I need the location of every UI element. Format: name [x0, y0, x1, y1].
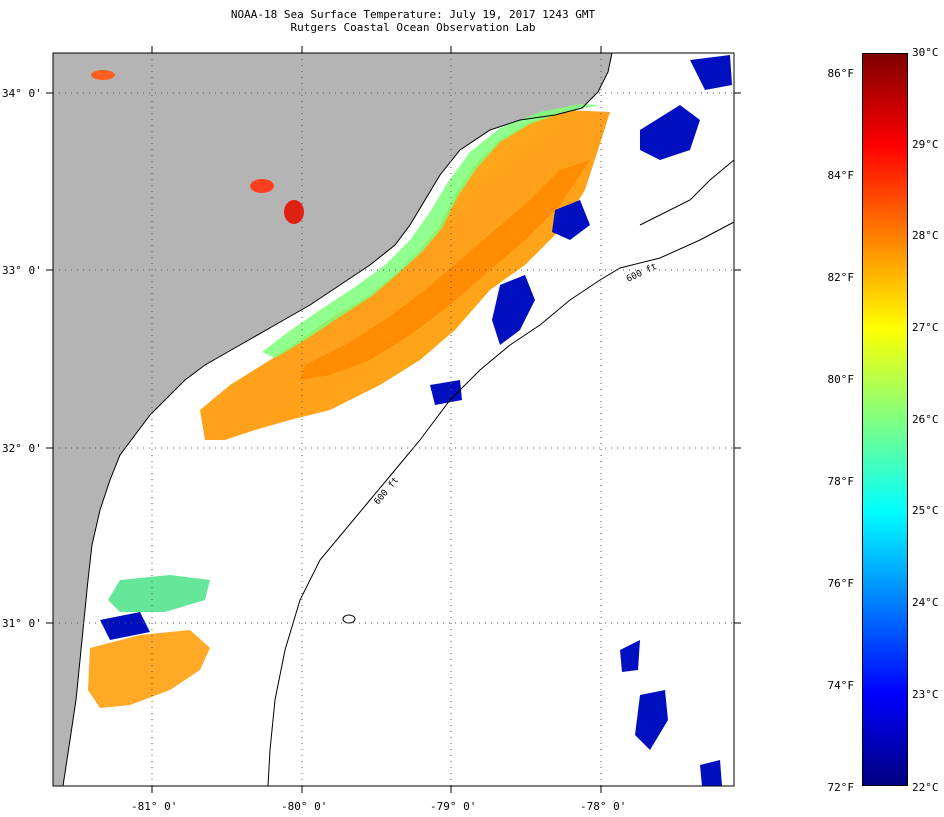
sst-orange-core [300, 160, 590, 380]
lat-label: 33° 0' [2, 264, 42, 277]
inland-hot-spot [91, 70, 115, 80]
colorbar-f-label: 80°F [827, 373, 855, 386]
inland-hot-spot [250, 179, 274, 193]
colorbar-c-label: 25°C [912, 504, 939, 517]
colorbar-f-label: 74°F [827, 679, 855, 692]
lat-label: 34° 0' [2, 87, 42, 100]
map-subtitle: Rutgers Coastal Ocean Observation Lab [290, 21, 536, 34]
colorbar-c-label: 27°C [912, 321, 939, 334]
colorbar-bottom-celsius: 22°C [912, 781, 939, 794]
colorbar-f-label: 82°F [827, 271, 855, 284]
isobath-600ft [267, 221, 734, 786]
colorbar-c-label: 29°C [912, 138, 939, 151]
lon-label: -81° 0' [131, 800, 177, 813]
lon-label: -80° 0' [281, 800, 327, 813]
lat-label: 31° 0' [2, 617, 42, 630]
isobath-600ft-north [639, 159, 734, 226]
colorbar-f-label: 78°F [827, 475, 855, 488]
axis-ticks [46, 46, 741, 793]
inland-hot-spot [284, 200, 304, 224]
colorbar-bottom-fahrenheit: 72°F [827, 781, 855, 794]
coastline [62, 53, 613, 786]
map-title: NOAA-18 Sea Surface Temperature: July 19… [230, 8, 596, 21]
seamount-contour [342, 614, 356, 624]
sst-warm-band [200, 110, 610, 440]
colorbar-c-label: 23°C [912, 688, 939, 701]
lat-label: 32° 0' [2, 442, 42, 455]
map-frame [52, 52, 735, 787]
temperature-colorbar [862, 53, 908, 786]
graticule [53, 53, 734, 786]
colorbar-gradient [863, 54, 907, 785]
sst-southern-patch [88, 630, 210, 708]
colorbar-c-label: 24°C [912, 596, 939, 609]
colorbar-f-label: 86°F [827, 67, 855, 80]
colorbar-f-label: 84°F [827, 169, 855, 182]
colorbar-top-celsius: 30°C [912, 46, 939, 59]
colorbar-c-label: 28°C [912, 229, 939, 242]
colorbar-f-label: 76°F [827, 577, 855, 590]
colorbar-c-label: 26°C [912, 413, 939, 426]
sst-southern-green [108, 575, 210, 612]
land-mass [53, 53, 612, 786]
lon-label: -78° 0' [580, 800, 626, 813]
sst-coastal-green [262, 104, 600, 358]
lon-label: -79° 0' [430, 800, 476, 813]
sst-cold-patches [100, 55, 732, 786]
